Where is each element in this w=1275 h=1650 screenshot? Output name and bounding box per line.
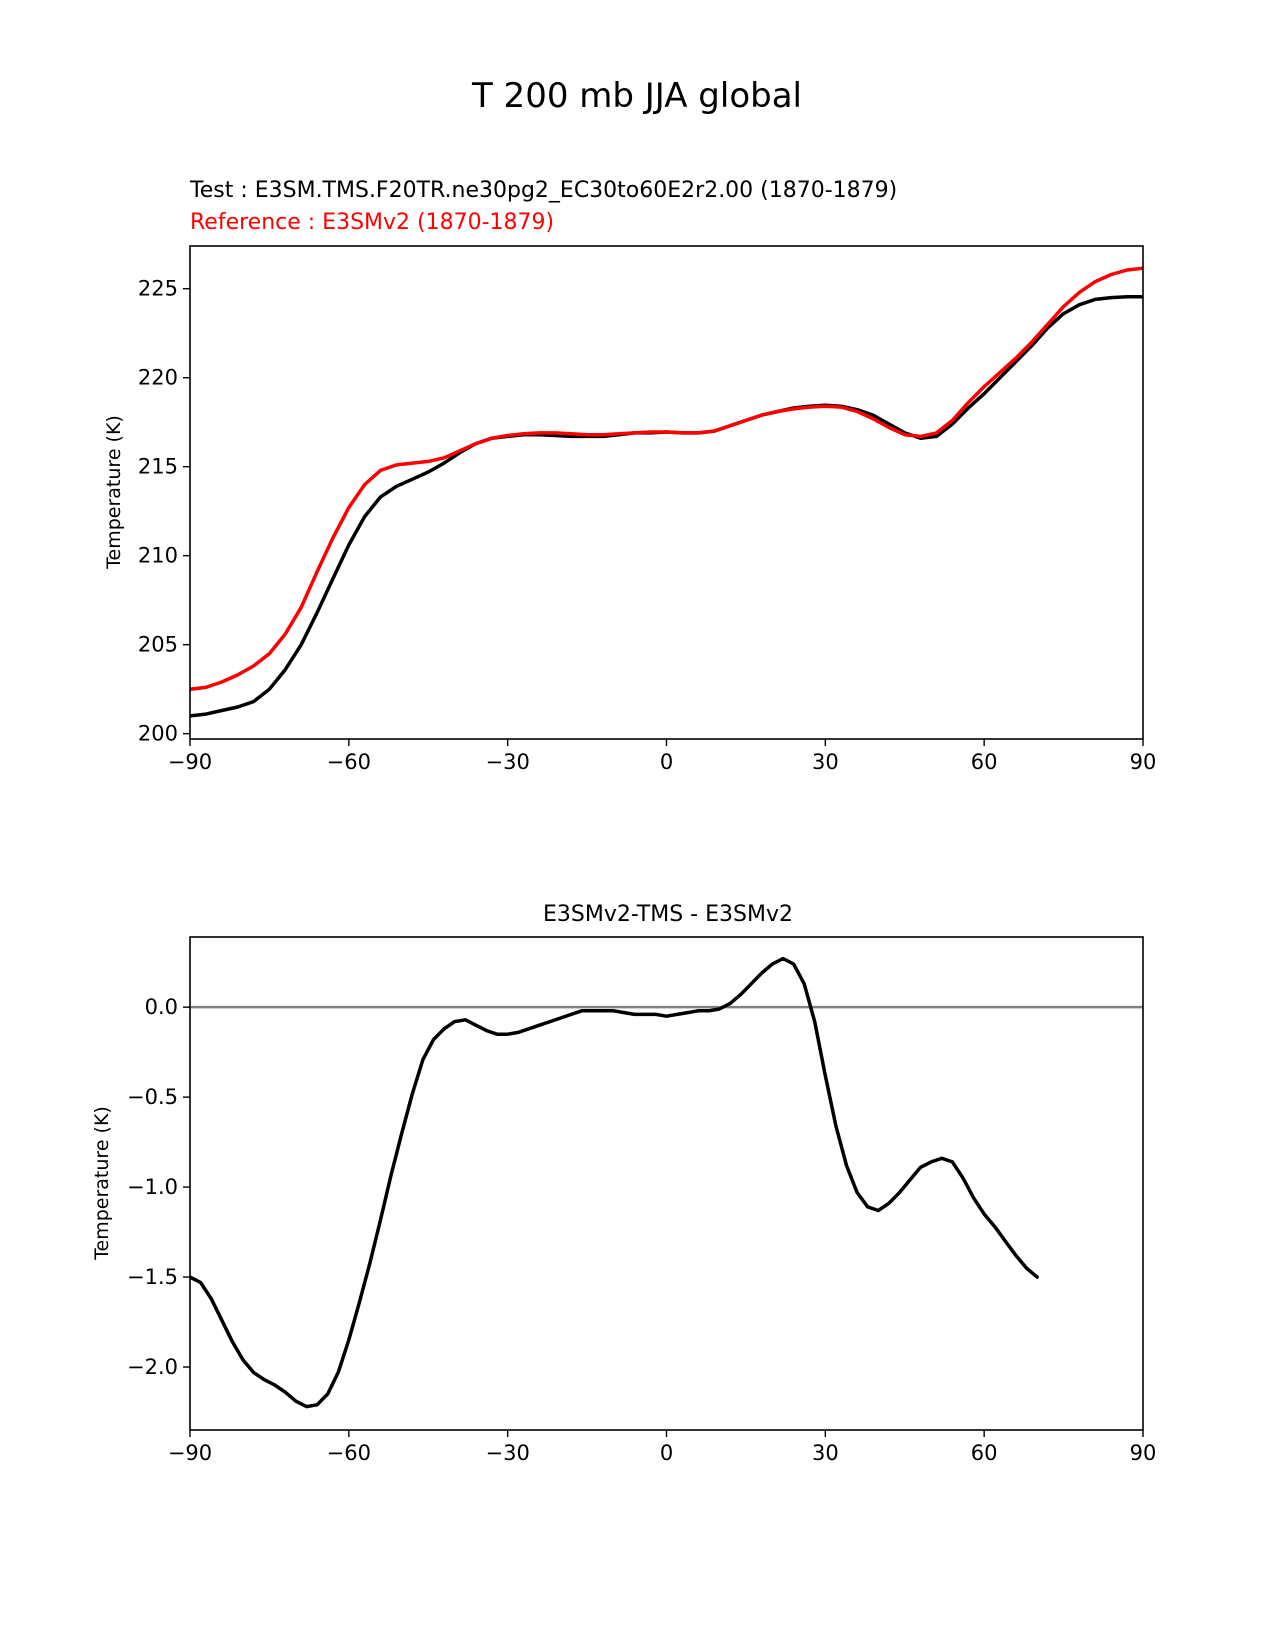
bottom-chart-xtick-label: 60: [971, 1441, 998, 1465]
bottom-chart-xtick-label: 0: [660, 1441, 673, 1465]
top-chart-xtick-label: −30: [486, 750, 530, 774]
bottom-chart-ytick-label: −2.0: [127, 1355, 178, 1379]
top-chart-series-reference: [190, 266, 1143, 691]
top-chart-axes-frame: [189, 245, 1144, 740]
top-chart-xtick-label: 30: [812, 750, 839, 774]
top-chart-ytick-label: 210: [138, 544, 178, 568]
bottom-chart-series-e3smv2-tms-e3smv2: [190, 956, 1039, 1409]
top-chart-xtick-label: −60: [327, 750, 371, 774]
top-chart-ytick-label: 200: [138, 722, 178, 746]
bottom-chart-ytick-label: −1.5: [127, 1265, 178, 1289]
bottom-chart-ytick-label: 0.0: [145, 995, 178, 1019]
bottom-difference-chart: E3SMv2-TMS - E3SMv2 Temperature (K) −90 −…: [91, 902, 1156, 1465]
top-line-chart: Test : E3SM.TMS.F20TR.ne30pg2_EC30to60E2…: [103, 178, 1156, 774]
top-chart-test-title: Test : E3SM.TMS.F20TR.ne30pg2_EC30to60E2…: [189, 178, 897, 203]
bottom-chart-ytick-label: −1.0: [127, 1175, 178, 1199]
bottom-chart-xtick-label: −90: [168, 1441, 212, 1465]
bottom-chart-xtick-label: 30: [812, 1441, 839, 1465]
top-chart-xtick-label: 90: [1130, 750, 1157, 774]
bottom-chart-axes-frame: [189, 936, 1144, 1431]
top-chart-ytick-label: 215: [138, 455, 178, 479]
bottom-chart-xtick-label: −30: [486, 1441, 530, 1465]
bottom-chart-ylabel: Temperature (K): [91, 1106, 113, 1261]
top-chart-ytick-label: 205: [138, 633, 178, 657]
top-chart-ytick-label: 225: [138, 277, 178, 301]
top-chart-xtick-label: −90: [168, 750, 212, 774]
top-chart-ytick-label: 220: [138, 366, 178, 390]
top-chart-xtick-label: 60: [971, 750, 998, 774]
bottom-chart-ytick-label: −0.5: [127, 1085, 178, 1109]
top-chart-series-test: [190, 294, 1143, 718]
bottom-chart-xtick-label: 90: [1130, 1441, 1157, 1465]
top-chart-xtick-label: 0: [660, 750, 673, 774]
figure-suptitle: T 200 mb JJA global: [471, 76, 802, 116]
bottom-chart-title: E3SMv2-TMS - E3SMv2: [543, 902, 793, 927]
top-chart-reference-title: Reference : E3SMv2 (1870-1879): [190, 210, 554, 235]
bottom-chart-xtick-label: −60: [327, 1441, 371, 1465]
top-chart-ylabel: Temperature (K): [103, 415, 125, 570]
